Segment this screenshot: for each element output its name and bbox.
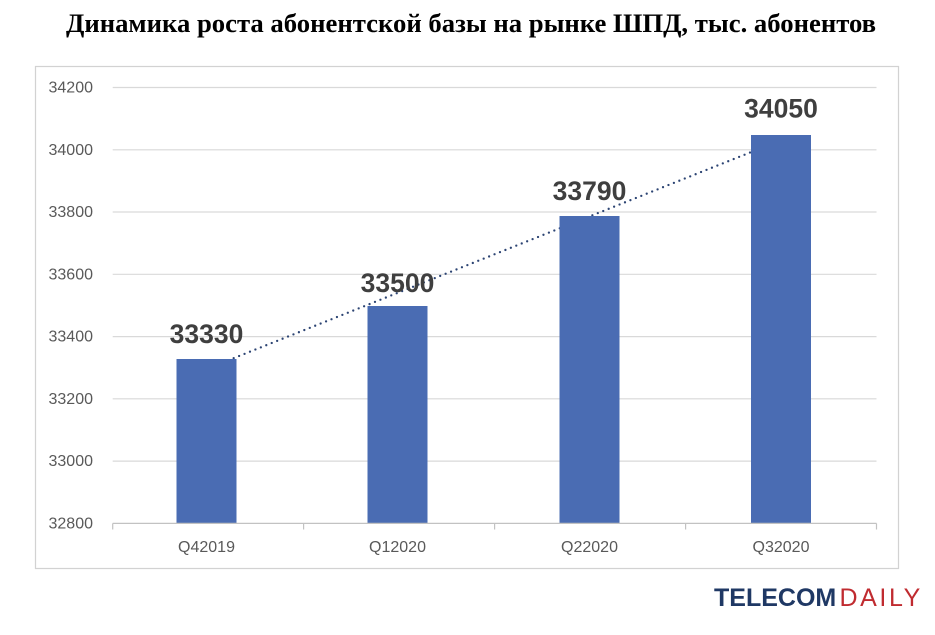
svg-text:Динамика роста абонентской баз: Динамика роста абонентской базы на рынке… [66, 8, 876, 38]
svg-text:Q42019: Q42019 [178, 539, 235, 556]
svg-text:33790: 33790 [553, 176, 627, 206]
svg-text:33000: 33000 [49, 453, 94, 470]
svg-text:33400: 33400 [49, 329, 94, 346]
svg-text:33800: 33800 [49, 204, 94, 221]
svg-text:TELECOM: TELECOM [714, 584, 836, 612]
svg-text:32800: 32800 [49, 516, 94, 533]
svg-text:Q22020: Q22020 [561, 539, 618, 556]
svg-text:DAILY: DAILY [840, 584, 923, 612]
svg-text:33600: 33600 [49, 266, 94, 283]
svg-text:34000: 34000 [49, 142, 94, 159]
svg-text:Q12020: Q12020 [369, 539, 426, 556]
svg-text:Q32020: Q32020 [753, 539, 810, 556]
svg-text:33200: 33200 [49, 391, 94, 408]
svg-text:33500: 33500 [361, 268, 435, 298]
svg-text:34050: 34050 [744, 94, 818, 124]
svg-text:34200: 34200 [49, 80, 94, 97]
svg-text:33330: 33330 [170, 319, 244, 349]
